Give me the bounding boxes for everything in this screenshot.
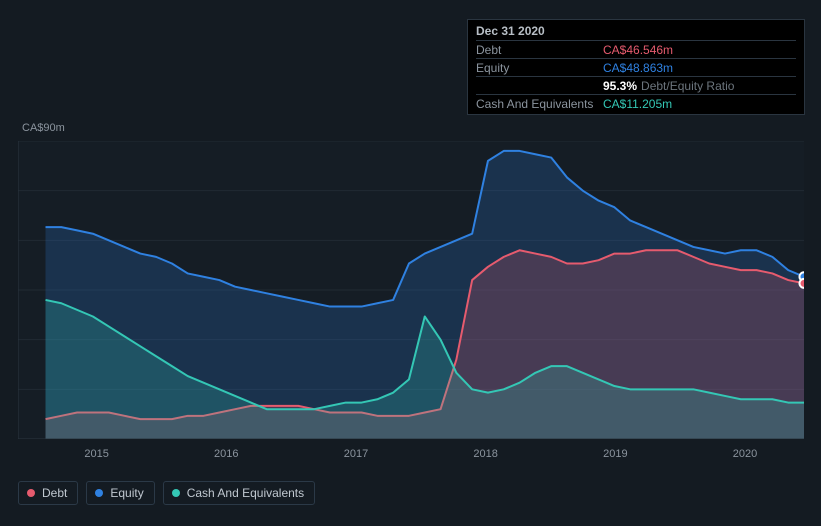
tooltip-value: CA$11.205m xyxy=(603,97,672,111)
legend-dot-icon xyxy=(27,489,35,497)
area-chart[interactable] xyxy=(18,141,804,439)
legend: Debt Equity Cash And Equivalents xyxy=(18,481,315,505)
tooltip-value: CA$46.546m xyxy=(603,43,673,57)
legend-label: Debt xyxy=(42,486,67,500)
legend-item[interactable]: Cash And Equivalents xyxy=(163,481,315,505)
tooltip-label: Equity xyxy=(476,61,603,75)
legend-item[interactable]: Equity xyxy=(86,481,154,505)
tooltip-row: EquityCA$48.863m xyxy=(476,58,796,76)
tooltip-ratio-label: Debt/Equity Ratio xyxy=(641,79,734,93)
legend-item[interactable]: Debt xyxy=(18,481,78,505)
tooltip-label: Debt xyxy=(476,43,603,57)
tooltip-row: DebtCA$46.546m xyxy=(476,40,796,58)
x-axis-label: 2018 xyxy=(473,448,497,460)
x-axis-label: 2015 xyxy=(84,448,108,460)
tooltip-date: Dec 31 2020 xyxy=(476,24,796,40)
legend-dot-icon xyxy=(95,489,103,497)
legend-dot-icon xyxy=(172,489,180,497)
tooltip-row: 95.3% Debt/Equity Ratio xyxy=(476,76,796,94)
tooltip-value: CA$48.863m xyxy=(603,61,673,75)
chart-tooltip: Dec 31 2020 DebtCA$46.546mEquityCA$48.86… xyxy=(467,19,805,115)
x-axis-label: 2020 xyxy=(733,448,757,460)
tooltip-ratio: 95.3% xyxy=(603,79,637,93)
legend-label: Cash And Equivalents xyxy=(187,486,304,500)
x-axis-label: 2019 xyxy=(603,448,627,460)
tooltip-label: Cash And Equivalents xyxy=(476,97,603,111)
x-axis-label: 2016 xyxy=(214,448,238,460)
y-axis-max-label: CA$90m xyxy=(22,122,65,134)
tooltip-row: Cash And EquivalentsCA$11.205m xyxy=(476,94,796,112)
legend-label: Equity xyxy=(110,486,143,500)
chart-container: Dec 31 2020 DebtCA$46.546mEquityCA$48.86… xyxy=(0,0,821,526)
x-axis-label: 2017 xyxy=(344,448,368,460)
